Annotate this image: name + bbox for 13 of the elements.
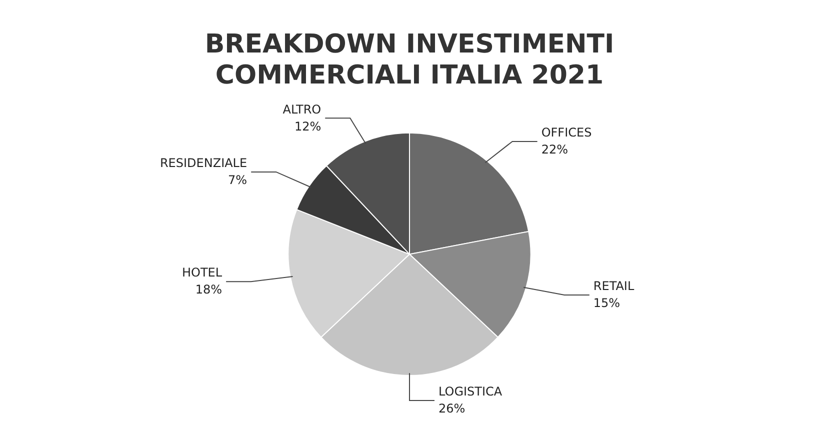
chart-title: BREAKDOWN INVESTIMENTI COMMERCIALI ITALIA 2021 (204, 29, 614, 91)
slice-label: RESIDENZIALE (160, 156, 248, 170)
slice-label: HOTEL (182, 266, 222, 280)
slice-label: LOGISTICA (438, 384, 503, 399)
data-label: 15% (593, 296, 620, 310)
slice-label: ALTRO (282, 102, 322, 116)
data-label: 26% (438, 402, 466, 416)
slice-label: RETAIL (593, 279, 634, 294)
data-label: 7% (228, 173, 248, 188)
data-label: 18% (195, 282, 222, 297)
data-label: 22% (541, 142, 568, 157)
data-label: 12% (294, 119, 322, 134)
slice-label: OFFICES (541, 126, 592, 140)
